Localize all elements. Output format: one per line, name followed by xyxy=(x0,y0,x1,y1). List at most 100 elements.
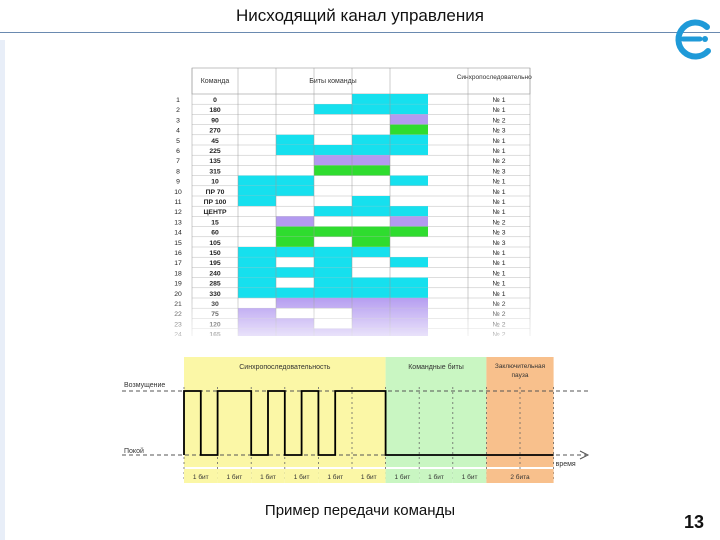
command-value: 225 xyxy=(209,148,221,155)
command-value: 180 xyxy=(209,107,221,114)
bit-cell xyxy=(352,206,390,217)
row-number: 16 xyxy=(174,250,182,257)
command-value: 15 xyxy=(211,219,219,226)
bit-cell xyxy=(314,247,352,258)
bit-cell xyxy=(276,226,314,237)
section-label-pause-line2: пауза xyxy=(512,372,529,379)
page-number: 13 xyxy=(683,512,705,532)
bit-cell xyxy=(352,226,390,237)
bit-cell xyxy=(390,226,428,237)
bit-cell xyxy=(352,247,390,258)
bit-cell xyxy=(352,104,390,115)
row-number: 5 xyxy=(176,138,180,145)
section-label-command: Командные биты xyxy=(408,363,464,371)
bit-cell xyxy=(238,247,276,258)
bit-cell xyxy=(390,308,428,319)
bit-cell xyxy=(314,226,352,237)
sync-value: № 1 xyxy=(493,189,506,196)
command-value: 60 xyxy=(211,230,219,237)
bit-cell xyxy=(390,134,428,145)
bit-cell xyxy=(238,175,276,186)
command-value: 120 xyxy=(209,321,221,328)
command-value: ПР 70 xyxy=(206,189,225,196)
bit-duration-label: 2 бита xyxy=(510,473,530,481)
command-value: 75 xyxy=(211,311,219,318)
bit-cell xyxy=(352,145,390,156)
sync-value: № 3 xyxy=(493,128,506,135)
command-value: ПР 100 xyxy=(204,199,227,206)
bit-label-bg xyxy=(419,469,453,483)
bit-cell xyxy=(276,175,314,186)
sync-value: № 1 xyxy=(493,199,506,206)
bit-cell xyxy=(390,257,428,268)
bit-cell xyxy=(352,165,390,176)
bit-cell xyxy=(352,277,390,288)
bit-label-bg xyxy=(284,469,319,483)
signal-diagram: Синхропоследовательность Командные биты За… xyxy=(122,357,592,493)
bit-cell xyxy=(390,298,428,309)
command-value: 240 xyxy=(209,270,221,277)
bit-cell xyxy=(238,196,276,207)
bit-cell xyxy=(390,124,428,135)
bit-label-bg xyxy=(486,469,554,483)
logo-dot xyxy=(702,36,708,42)
command-value: 195 xyxy=(209,260,221,267)
command-table-svg: Команда Биты команды Синхропоследовательно… xyxy=(174,67,532,336)
logo-arc xyxy=(675,19,711,60)
command-value: 0 xyxy=(213,97,217,104)
rest-label: Покой xyxy=(124,447,144,455)
sync-value: № 1 xyxy=(493,209,506,216)
bit-cell xyxy=(314,145,352,156)
sync-value: № 1 xyxy=(493,107,506,114)
header-sync: Синхропоследовательность xyxy=(457,74,532,81)
bit-cell xyxy=(238,185,276,196)
bit-cell xyxy=(390,114,428,125)
bit-cell xyxy=(352,318,390,329)
slide-caption: Пример передачи команды xyxy=(264,502,456,519)
bit-cell xyxy=(276,298,314,309)
row-number: 10 xyxy=(174,189,182,196)
bit-cell xyxy=(352,287,390,298)
bit-cell xyxy=(276,287,314,298)
bit-cell xyxy=(238,287,276,298)
row-number: 14 xyxy=(174,230,182,237)
bit-label-bg xyxy=(385,469,420,483)
bit-cell xyxy=(314,298,352,309)
bit-cell xyxy=(352,298,390,309)
command-value: 90 xyxy=(211,117,219,124)
bit-cell xyxy=(314,287,352,298)
row-number: 20 xyxy=(174,291,182,298)
slide-title: Нисходящий канал управления xyxy=(236,6,484,25)
excitation-label: Возмущение xyxy=(124,382,165,389)
bit-cell xyxy=(314,206,352,217)
sync-value: № 1 xyxy=(493,281,506,288)
sync-value: № 2 xyxy=(493,117,506,124)
sync-value: № 1 xyxy=(493,179,506,186)
header-command: Команда xyxy=(201,78,230,85)
bit-label-bg xyxy=(318,469,352,483)
command-value: 105 xyxy=(209,240,221,247)
bit-cell xyxy=(314,328,352,336)
sync-value: № 1 xyxy=(493,97,506,104)
bit-cell xyxy=(276,185,314,196)
signal-waveform xyxy=(183,390,554,456)
bit-label-bg xyxy=(184,469,218,483)
bit-cell xyxy=(314,104,352,115)
bit-duration-label: 1 бит xyxy=(260,473,276,481)
row-number: 19 xyxy=(174,281,182,288)
bit-cell xyxy=(352,308,390,319)
sync-value: № 2 xyxy=(493,301,506,308)
time-label: время xyxy=(556,461,576,468)
bit-cell xyxy=(390,94,428,105)
bit-cell xyxy=(352,134,390,145)
bit-cell xyxy=(276,328,314,336)
row-number: 18 xyxy=(174,270,182,277)
time-arrow-icon xyxy=(579,450,590,460)
row-number: 1 xyxy=(176,97,180,104)
bit-label-bg xyxy=(452,469,487,483)
bit-duration-label: 1 бит xyxy=(227,473,243,481)
bit-cell xyxy=(390,277,428,288)
bit-label-bg xyxy=(217,469,252,483)
row-number: 21 xyxy=(174,301,182,308)
row-number: 17 xyxy=(174,260,182,267)
